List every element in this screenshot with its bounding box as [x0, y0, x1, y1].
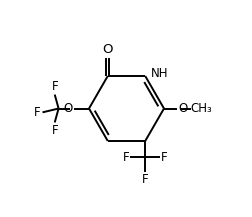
Text: O: O: [64, 102, 73, 115]
Text: F: F: [141, 173, 148, 186]
Text: F: F: [51, 124, 58, 137]
Text: F: F: [34, 106, 41, 119]
Text: O: O: [102, 43, 113, 56]
Text: F: F: [122, 151, 129, 164]
Text: NH: NH: [150, 67, 167, 80]
Text: O: O: [177, 102, 186, 115]
Text: F: F: [161, 151, 167, 164]
Text: F: F: [51, 80, 58, 93]
Text: CH₃: CH₃: [190, 102, 212, 115]
